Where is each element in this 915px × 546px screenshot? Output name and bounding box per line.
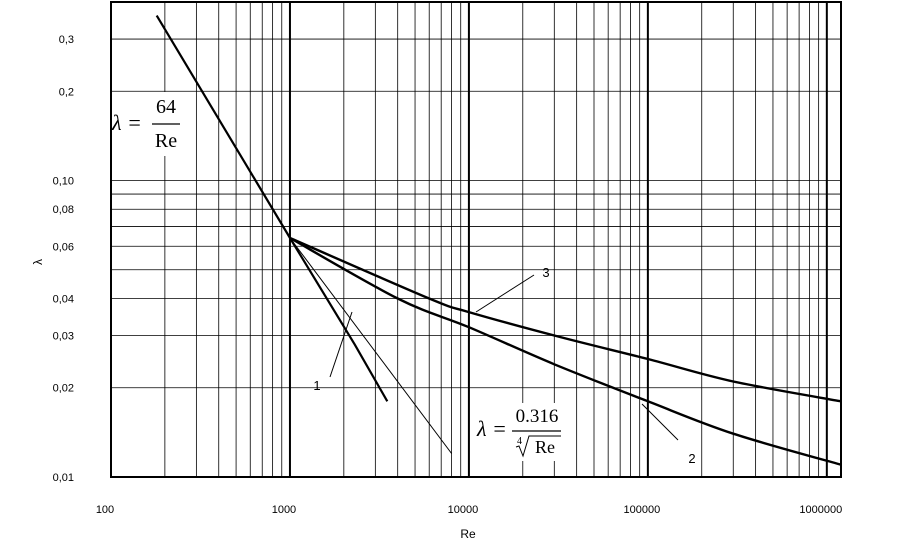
laminar-formula-lhs: λ =: [111, 110, 142, 135]
x-tick-labels: 100 1000 10000 100000 1000000: [96, 504, 842, 516]
y-tick-label: 0,01: [53, 472, 74, 484]
leader-line-3: [475, 274, 535, 313]
y-tick-label: 0,10: [53, 176, 74, 188]
curve-1-laminar: [155, 15, 389, 402]
grid: [111, 2, 841, 477]
leader-line-2: [641, 403, 679, 441]
laminar-formula-denominator: Re: [155, 130, 177, 152]
y-tick-label: 0,2: [59, 86, 74, 98]
curve-label-3: 3: [542, 265, 549, 280]
y-tick-label: 0,06: [53, 241, 74, 253]
x-tick-label: 1000: [272, 504, 296, 516]
curve-3: [289, 236, 842, 403]
laminar-formula-numerator: 64: [156, 96, 176, 118]
y-tick-label: 0,03: [53, 331, 74, 343]
blasius-formula-lhs: λ =: [476, 416, 507, 441]
y-tick-labels: 0,3 0,2 0,10 0,08 0,06 0,04 0,03 0,02 0,01: [53, 34, 74, 484]
y-tick-label: 0,04: [53, 293, 74, 305]
plot-frame: [110, 1, 842, 478]
laminar-formula: λ = 64 Re: [111, 92, 184, 156]
blasius-formula-radicand: Re: [535, 437, 555, 457]
curve-label-1: 1: [313, 378, 320, 393]
y-axis-label: λ: [31, 259, 45, 265]
blasius-formula-root-index: 4: [517, 436, 522, 447]
x-tick-label: 100: [96, 504, 114, 516]
curve-laminar-extension: [289, 237, 453, 454]
blasius-formula: λ = 0.316 4 Re: [476, 403, 564, 461]
y-tick-label: 0,02: [53, 383, 74, 395]
blasius-formula-numerator: 0.316: [516, 406, 559, 427]
x-axis-label: Re: [460, 527, 476, 541]
x-tick-label: 100000: [624, 504, 661, 516]
leader-line-1: [329, 311, 353, 378]
y-tick-label: 0,08: [53, 204, 74, 216]
curve-2: [289, 236, 842, 466]
label-leaders: [329, 274, 679, 441]
x-tick-label: 1000000: [799, 504, 842, 516]
y-tick-label: 0,3: [59, 34, 74, 46]
curves: [155, 15, 842, 466]
curve-label-2: 2: [688, 451, 695, 466]
x-tick-label: 10000: [448, 504, 479, 516]
